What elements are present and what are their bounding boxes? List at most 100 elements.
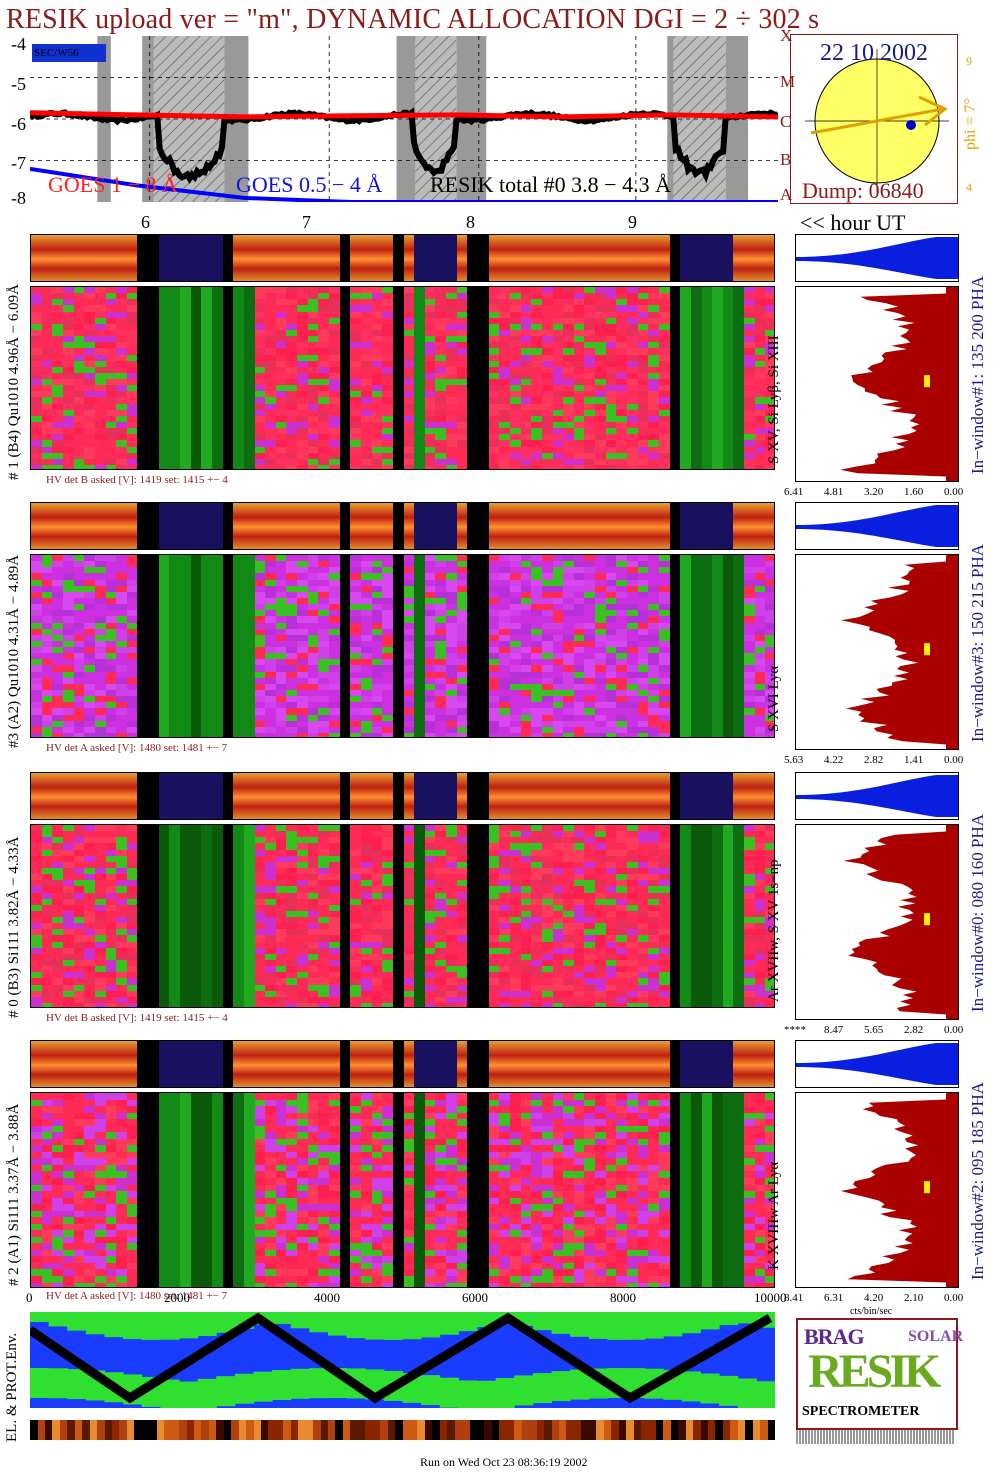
env-green-bot-26	[514, 1375, 533, 1405]
env-green-bot-21	[421, 1375, 440, 1405]
env-green-top-6	[142, 1312, 161, 1340]
env-green-bot-8	[179, 1382, 198, 1408]
logo-side: SOLAR	[908, 1328, 963, 1346]
count-profile-p2	[795, 1092, 959, 1288]
legend-small: SEC/W56	[32, 44, 106, 62]
env-green-top-30	[589, 1312, 608, 1339]
env-green-top-27	[533, 1312, 552, 1330]
env-green-top-23	[458, 1312, 477, 1331]
env-green-top-22	[440, 1312, 459, 1335]
side-label-p1: In−window#1: 135 200 PHA	[968, 276, 988, 474]
env-green-bot-15	[309, 1368, 328, 1398]
env-green-bot-36	[701, 1373, 720, 1403]
env-green-top-28	[552, 1312, 571, 1334]
profile-xtick-p1-0: 6.41	[784, 486, 803, 498]
hour-tick-9: 9	[628, 212, 637, 233]
bottom-tick-6000: 6000	[462, 1290, 488, 1306]
env-green-bot-37	[719, 1376, 738, 1406]
profile-xtick-p3-4: 0.00	[944, 754, 963, 766]
env-green-top-37	[719, 1312, 738, 1325]
env-green-top-5	[123, 1312, 142, 1339]
env-green-bot-12	[254, 1372, 273, 1402]
profile-xtick-p2-2: 4.20	[864, 1292, 883, 1304]
ytick-minus7: -7	[2, 153, 26, 174]
ytick-minus8: -8	[2, 188, 26, 209]
profile-xtick-p3-1: 4.22	[824, 754, 843, 766]
env-green-top-4	[105, 1312, 124, 1337]
panel-label-p0: # 0 (B3) Si111 3.82Å − 4.33Å	[6, 836, 23, 1018]
profile-xtick-p3-2: 2.82	[864, 754, 883, 766]
bottom-tick-0: 0	[26, 1290, 33, 1306]
env-green-top-21	[421, 1312, 440, 1337]
logo-fineprint	[796, 1430, 954, 1444]
profile-xtick-p1-3: 1.60	[904, 486, 923, 498]
env-green-top-33	[645, 1312, 664, 1339]
spectrogram-image-p2	[30, 1092, 775, 1288]
env-green-top-31	[607, 1312, 626, 1340]
env-green-top-3	[86, 1312, 105, 1334]
spectrum-strip-p2	[30, 1040, 775, 1088]
env-green-bot-11	[235, 1374, 254, 1404]
ytick-minus6: -6	[2, 114, 26, 135]
profile-xtick-p2-1: 6.31	[824, 1292, 843, 1304]
resik-logo: BRAG RESIK SOLAR SPECTROMETER	[796, 1318, 958, 1430]
env-green-bot-14	[291, 1369, 310, 1399]
env-green-top-20	[403, 1312, 422, 1339]
env-green-bot-39	[756, 1381, 775, 1408]
hour-tick-6: 6	[141, 212, 150, 233]
profile-xtick-p0-0: ****	[784, 1024, 806, 1036]
env-green-bot-9	[198, 1379, 217, 1408]
env-green-top-0	[30, 1312, 49, 1322]
phi-label: phi = 7°	[962, 98, 980, 150]
profile-xtick-p2-0: 8.41	[784, 1292, 803, 1304]
env-green-bot-24	[477, 1381, 496, 1408]
side-label-p0: In−window#0: 080 160 PHA	[968, 814, 988, 1012]
profile-xtick-p2-3: 2.10	[904, 1292, 923, 1304]
hour-label: << hour UT	[800, 210, 905, 236]
label-goes1: GOES 1 − 8 Å	[48, 172, 178, 198]
bottom-tick-10000: 10000	[754, 1290, 787, 1306]
hv-status-p1: HV det B asked [V]: 1419 set: 1415 +− 4	[46, 474, 228, 486]
env-green-top-32	[626, 1312, 645, 1340]
bottom-tick-8000: 8000	[610, 1290, 636, 1306]
env-green-top-35	[682, 1312, 701, 1333]
profile-xtick-p1-4: 0.00	[944, 486, 963, 498]
side-label-p3: In−window#3: 150 215 PHA	[968, 544, 988, 742]
spectrum-strip-p0	[30, 772, 775, 820]
env-green-top-29	[570, 1312, 589, 1337]
count-profile-p0	[795, 824, 959, 1020]
panel-label-p1: # 1 (B4) Qu1010 4.96Å − 6.09Å	[6, 284, 23, 480]
env-green-top-18	[365, 1312, 384, 1340]
profile-xtick-p1-1: 4.81	[824, 486, 843, 498]
spectrogram-image-p0	[30, 824, 775, 1008]
pha-histogram-p1	[795, 234, 959, 282]
env-green-top-2	[67, 1312, 86, 1331]
env-green-top-9	[198, 1312, 217, 1336]
hour-tick-7: 7	[302, 212, 311, 233]
sun-date: 22 10 2002	[820, 40, 928, 67]
line-label-p0: Ar XVIIw, S XV 1s−np	[766, 859, 783, 1002]
profile-xtick-p0-3: 2.82	[904, 1024, 923, 1036]
pha-histogram-p0	[795, 772, 959, 820]
spectrum-strip-p3	[30, 502, 775, 550]
bottom-axis: 0 2000 4000 6000 8000 10000	[30, 1288, 778, 1308]
footer-run-time: Run on Wed Oct 23 08:36:19 2002	[420, 1455, 587, 1470]
profile-xtick-p2-4: 0.00	[944, 1292, 963, 1304]
env-green-bot-7	[160, 1380, 179, 1408]
env-svg	[30, 1312, 775, 1408]
env-green-top-15	[309, 1312, 328, 1332]
line-label-p2: K XVIIIw Ar Lyα	[766, 1162, 783, 1270]
spectrogram-image-p3	[30, 554, 775, 738]
env-green-bot-0	[30, 1368, 49, 1398]
hv-status-p0: HV det B asked [V]: 1419 set: 1415 +− 4	[46, 1012, 228, 1024]
profile-xtick-p3-3: 1.41	[904, 754, 923, 766]
line-label-p1: S XV, Si Lyβ, Si XIII	[766, 335, 783, 464]
ytick-minus4: -4	[2, 34, 26, 55]
hour-tick-8: 8	[466, 212, 475, 233]
env-green-bot-10	[216, 1376, 235, 1406]
series-goes-0	[30, 113, 778, 117]
pha-histogram-p2	[795, 1040, 959, 1088]
env-green-bot-25	[496, 1378, 515, 1408]
env-green-top-7	[160, 1312, 179, 1340]
env-green-bot-28	[552, 1371, 571, 1401]
